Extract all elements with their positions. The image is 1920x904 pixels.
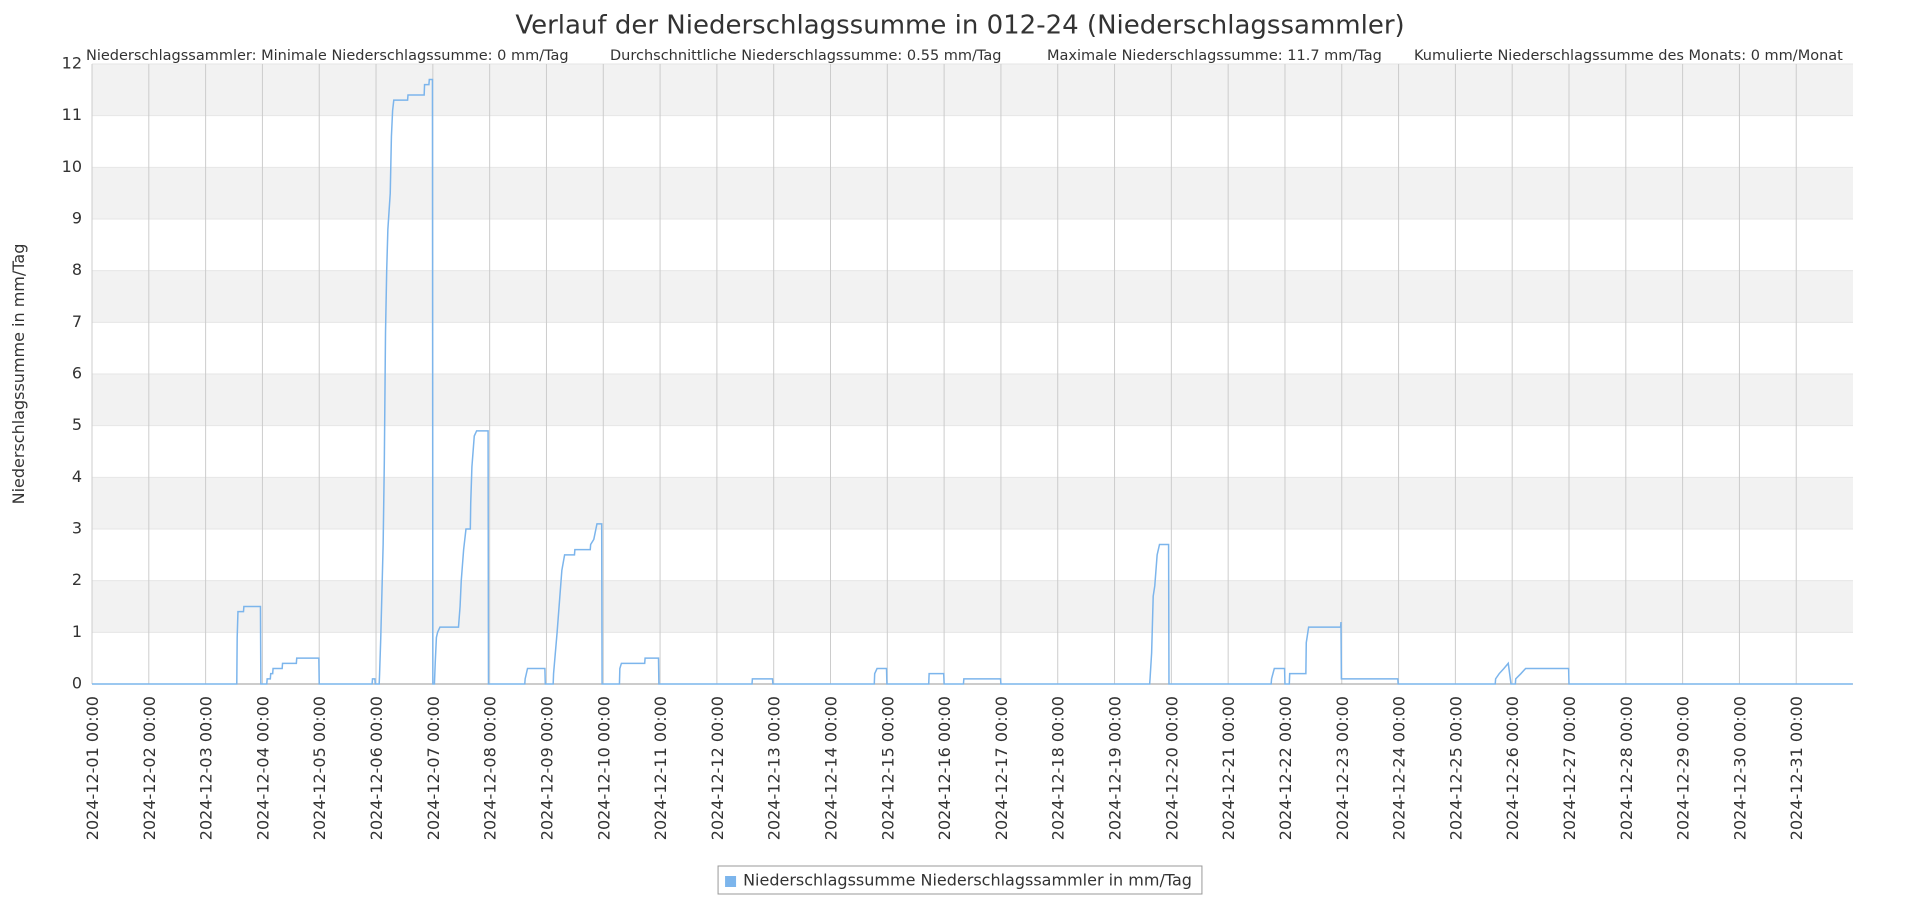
stat-annotation: Niederschlagssammler: Minimale Niedersch…: [86, 48, 569, 64]
plot-band: [92, 64, 1853, 116]
x-tick-label: 2024-12-12 00:00: [708, 696, 727, 840]
x-tick-label: 2024-12-20 00:00: [1162, 696, 1181, 840]
x-tick-label: 2024-12-07 00:00: [424, 696, 443, 840]
x-tick-label: 2024-12-24 00:00: [1390, 696, 1409, 840]
x-tick-label: 2024-12-10 00:00: [594, 696, 613, 840]
x-tick-label: 2024-12-05 00:00: [310, 696, 329, 840]
x-tick-label: 2024-12-16 00:00: [935, 696, 954, 840]
x-tick-label: 2024-12-13 00:00: [765, 696, 784, 840]
x-tick-label: 2024-12-22 00:00: [1276, 696, 1295, 840]
stat-annotation: Kumulierte Niederschlagssumme des Monats…: [1414, 48, 1843, 64]
x-tick-label: 2024-12-28 00:00: [1617, 696, 1636, 840]
x-tick-label: 2024-12-11 00:00: [651, 696, 670, 840]
x-tick-label: 2024-12-14 00:00: [822, 696, 841, 840]
y-tick-label: 4: [72, 467, 82, 486]
y-tick-label: 3: [72, 519, 82, 538]
x-tick-label: 2024-12-01 00:00: [83, 696, 102, 840]
plot-band: [92, 270, 1853, 323]
y-tick-label: 10: [62, 157, 82, 176]
plot-band: [92, 167, 1853, 219]
x-tick-label: 2024-12-30 00:00: [1730, 696, 1749, 840]
x-tick-label: 2024-12-02 00:00: [140, 696, 159, 840]
y-tick-label: 5: [72, 415, 82, 434]
plot-band: [92, 477, 1853, 529]
x-tick-label: 2024-12-17 00:00: [992, 696, 1011, 840]
legend-label: Niederschlagssumme Niederschlagssammler …: [743, 871, 1192, 890]
y-tick-label: 1: [72, 622, 82, 641]
y-tick-label: 9: [72, 209, 82, 228]
x-tick-label: 2024-12-25 00:00: [1446, 696, 1465, 840]
x-tick-label: 2024-12-27 00:00: [1560, 696, 1579, 840]
y-tick-label: 11: [62, 105, 82, 124]
x-tick-label: 2024-12-23 00:00: [1333, 696, 1352, 840]
legend-swatch: [725, 876, 737, 887]
x-tick-label: 2024-12-08 00:00: [481, 696, 500, 840]
x-tick-label: 2024-12-15 00:00: [878, 696, 897, 840]
x-tick-label: 2024-12-03 00:00: [197, 696, 216, 840]
plot-band: [92, 374, 1853, 426]
x-tick-label: 2024-12-04 00:00: [253, 696, 272, 840]
x-tick-label: 2024-12-19 00:00: [1106, 696, 1125, 840]
x-tick-label: 2024-12-21 00:00: [1219, 696, 1238, 840]
x-tick-label: 2024-12-31 00:00: [1787, 696, 1806, 840]
stat-annotation: Maximale Niederschlagssumme: 11.7 mm/Tag: [1047, 48, 1382, 64]
plot-band: [92, 580, 1853, 633]
y-tick-label: 7: [72, 312, 82, 331]
y-axis-label: Niederschlagssumme in mm/Tag: [9, 244, 28, 505]
series-line: [92, 78, 1853, 685]
y-tick-label: 12: [62, 54, 82, 73]
legend: Niederschlagssumme Niederschlagssammler …: [717, 865, 1203, 895]
y-tick-label: 0: [72, 674, 82, 693]
y-tick-label: 2: [72, 570, 82, 589]
x-tick-label: 2024-12-26 00:00: [1503, 696, 1522, 840]
x-tick-label: 2024-12-06 00:00: [367, 696, 386, 840]
chart-title: Verlauf der Niederschlagssumme in 012-24…: [515, 11, 1404, 41]
legend-box: [717, 865, 1203, 895]
x-tick-label: 2024-12-29 00:00: [1674, 696, 1693, 840]
y-tick-label: 8: [72, 260, 82, 279]
y-tick-label: 6: [72, 364, 82, 383]
x-tick-label: 2024-12-18 00:00: [1049, 696, 1068, 840]
x-tick-label: 2024-12-09 00:00: [537, 696, 556, 840]
stat-annotation: Durchschnittliche Niederschlagssumme: 0.…: [610, 48, 1001, 64]
